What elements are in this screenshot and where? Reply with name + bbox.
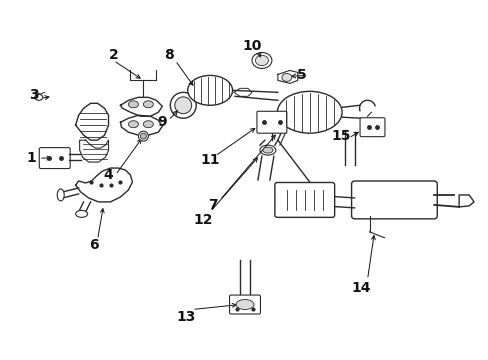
Polygon shape [120,97,162,116]
Circle shape [140,133,146,139]
Ellipse shape [57,189,64,201]
Text: 9: 9 [157,115,167,129]
Ellipse shape [236,300,253,310]
FancyBboxPatch shape [39,148,70,168]
Ellipse shape [260,145,275,155]
FancyBboxPatch shape [256,111,286,133]
Polygon shape [120,115,162,135]
Ellipse shape [251,53,271,68]
Text: 6: 6 [89,238,98,252]
Ellipse shape [187,75,232,105]
Polygon shape [234,88,251,96]
Polygon shape [76,103,108,140]
Ellipse shape [255,55,268,66]
FancyBboxPatch shape [229,295,260,314]
Text: 2: 2 [108,49,118,63]
Polygon shape [80,140,108,162]
Text: 7: 7 [208,198,218,212]
Text: 4: 4 [103,168,113,182]
Ellipse shape [143,101,153,108]
Ellipse shape [277,91,342,133]
Ellipse shape [128,101,138,108]
Text: 12: 12 [193,213,212,227]
Polygon shape [458,195,473,207]
Text: 1: 1 [26,151,36,165]
Text: 3: 3 [29,88,39,102]
Text: 5: 5 [296,68,306,82]
Polygon shape [76,168,132,202]
Ellipse shape [76,210,87,217]
FancyBboxPatch shape [351,181,436,219]
Polygon shape [277,71,297,84]
Ellipse shape [170,92,196,118]
Text: 11: 11 [200,153,220,167]
Ellipse shape [281,73,291,81]
Ellipse shape [263,147,272,153]
Ellipse shape [128,121,138,128]
Text: 13: 13 [176,310,196,324]
FancyBboxPatch shape [274,183,334,217]
Ellipse shape [175,97,191,114]
Text: 14: 14 [351,280,370,294]
Ellipse shape [143,121,153,128]
Text: 15: 15 [331,129,351,143]
FancyBboxPatch shape [359,118,384,137]
Circle shape [138,131,148,141]
Text: 8: 8 [164,49,174,63]
Text: 10: 10 [242,39,261,53]
Ellipse shape [35,94,42,100]
